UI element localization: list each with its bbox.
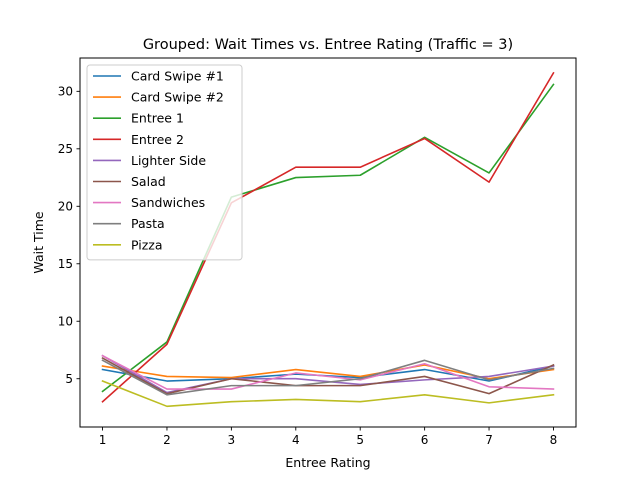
legend: Card Swipe #1 Card Swipe #2 Entree 1 Entree…: [86, 64, 243, 261]
legend-label-1: Card Swipe #2: [131, 90, 224, 105]
legend-label-4: Lighter Side: [131, 153, 206, 168]
x-axis: 1 2 3 4 5 6 7 8: [99, 427, 558, 447]
series-line-4: [101, 354, 555, 394]
series-line-3: [101, 71, 555, 403]
legend-box: [86, 64, 243, 261]
plot-frame: [79, 57, 577, 428]
series-line-8: [101, 379, 555, 408]
series-line-2: [101, 83, 555, 393]
legend-label-2: Entree 1: [131, 111, 184, 126]
y-tick-label-0: 5: [65, 372, 73, 386]
lines-layer: [101, 71, 555, 408]
series-line-5: [101, 356, 555, 395]
legend-label-8: Pizza: [131, 237, 163, 252]
x-tick-label-3: 4: [292, 433, 300, 447]
chart-title: Grouped: Wait Times vs. Entree Rating (T…: [143, 37, 513, 53]
y-tick-label-4: 25: [58, 142, 73, 156]
legend-label-5: Salad: [131, 174, 166, 189]
x-tick-label-7: 8: [550, 433, 558, 447]
x-tick-label-5: 6: [421, 433, 429, 447]
y-tick-label-3: 20: [58, 200, 73, 214]
legend-label-7: Pasta: [131, 216, 165, 231]
y-axis-label: Wait Time: [31, 211, 46, 273]
x-tick-label-0: 1: [99, 433, 107, 447]
legend-label-6: Sandwiches: [131, 195, 205, 210]
series-line-6: [101, 354, 555, 390]
y-tick-label-1: 10: [58, 315, 73, 329]
legend-label-0: Card Swipe #1: [131, 69, 224, 84]
x-tick-label-6: 7: [485, 433, 493, 447]
x-tick-label-4: 5: [356, 433, 364, 447]
series-line-7: [101, 359, 555, 396]
legend-label-3: Entree 2: [131, 132, 184, 147]
x-tick-label-2: 3: [228, 433, 236, 447]
y-axis: 5 10 15 20 25 30: [58, 85, 80, 386]
x-axis-label: Entree Rating: [285, 455, 370, 470]
y-tick-label-5: 30: [58, 85, 73, 99]
y-tick-label-2: 15: [58, 257, 73, 271]
x-tick-label-1: 2: [163, 433, 171, 447]
